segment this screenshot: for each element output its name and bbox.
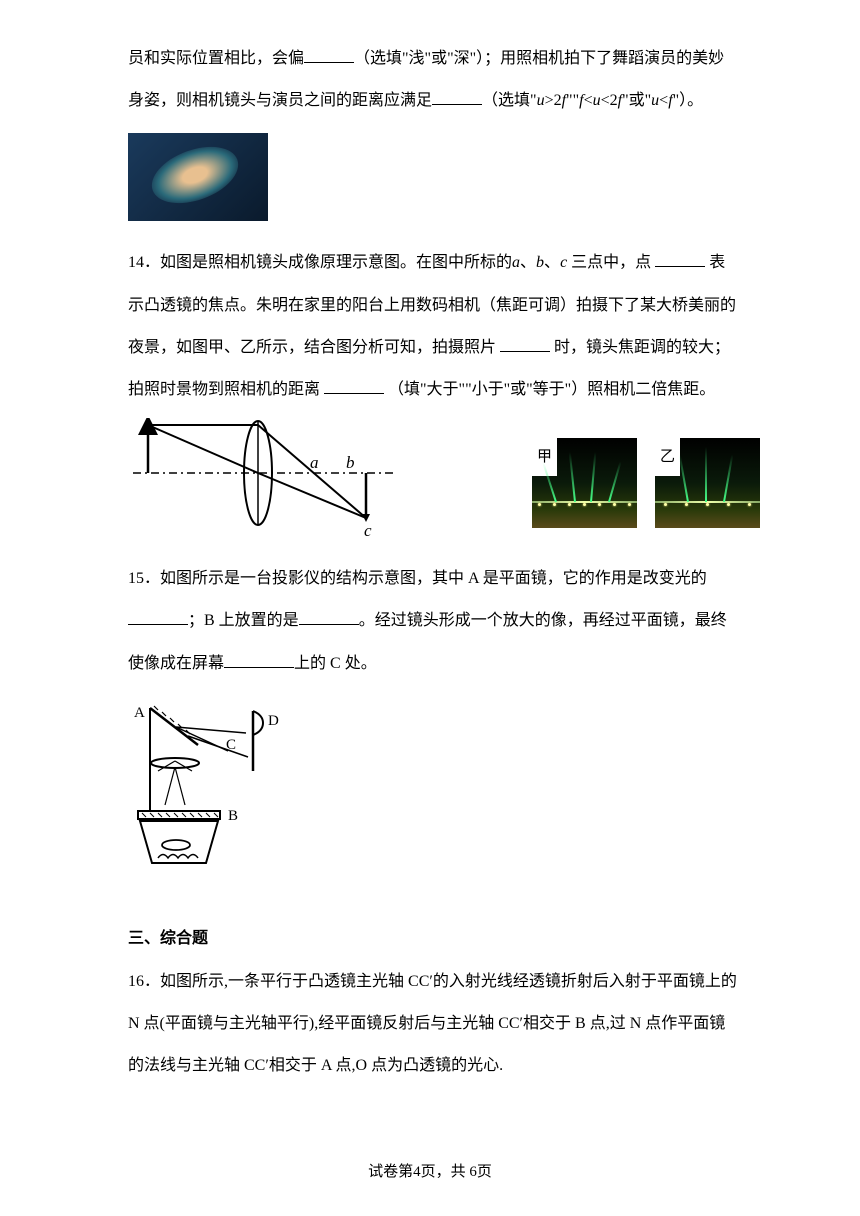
- q13-l1-pre: 员和实际位置相比，会偏: [128, 50, 304, 67]
- night-photos: 甲 乙: [532, 438, 760, 528]
- q14-c2: 、: [544, 254, 560, 271]
- q14-l1-end: 表: [705, 254, 725, 271]
- q15-line3: 使像成在屏幕 上的 C 处。: [128, 645, 760, 683]
- lens-label-b: b: [346, 453, 355, 472]
- night-photo-jia: 甲: [532, 438, 637, 528]
- q16-line1: 16．如图所示,一条平行于凸透镜主光轴 CC′的入射光线经透镜折射后入射于平面镜…: [128, 963, 760, 1001]
- q13-lt3: <: [659, 92, 668, 109]
- q14-line4: 拍照时景物到照相机的距离 （填"大于""小于"或"等于"）照相机二倍焦距。: [128, 371, 760, 409]
- q13-l1-post: （选填"浅"或"深"）；用照相机拍下了舞蹈演员的美妙: [354, 50, 724, 67]
- q14-b: b: [536, 254, 544, 271]
- proj-label-D: D: [268, 713, 279, 729]
- q15-l2-mid: ；B 上放置的是: [188, 612, 299, 629]
- q13-r1: >2: [545, 92, 562, 109]
- q13-l2-pre: 身姿，则相机镜头与演员之间的距离应满足: [128, 92, 432, 109]
- q15-num: 15．: [128, 570, 160, 587]
- q13-lt2: <2: [601, 92, 618, 109]
- blank-q14-1: [655, 248, 705, 267]
- projector-diagram: A B C D: [128, 693, 308, 893]
- q13-u2: u: [593, 92, 601, 109]
- lens-label-c: c: [364, 521, 372, 540]
- q13-u1: u: [537, 92, 545, 109]
- q13-s2: "或": [622, 92, 651, 109]
- q14-l3-post: 时，镜头焦距调的较大；: [550, 339, 730, 356]
- lens-diagram: a b c: [128, 418, 398, 548]
- underwater-dancer-image: [128, 133, 268, 221]
- q16-num: 16．: [128, 973, 160, 990]
- q16-l1: 如图所示,一条平行于凸透镜主光轴 CC′的入射光线经透镜折射后入射于平面镜上的: [160, 973, 737, 990]
- q15-l1: 如图所示是一台投影仪的结构示意图，其中 A 是平面镜，它的作用是改变光的: [160, 570, 707, 587]
- q13-l2-posta: （选填": [482, 92, 537, 109]
- lens-label-a: a: [310, 453, 319, 472]
- blank-q14-3: [324, 375, 384, 394]
- q14-l1-post: 三点中，点: [567, 254, 655, 271]
- q14-line1: 14．如图是照相机镜头成像原理示意图。在图中所标的a、b、c 三点中，点 表: [128, 244, 760, 282]
- q15-line1: 15．如图所示是一台投影仪的结构示意图，其中 A 是平面镜，它的作用是改变光的: [128, 560, 760, 598]
- q13-end: "）。: [673, 92, 704, 109]
- blank-q15-2: [299, 606, 359, 625]
- q14-l1-pre: 如图是照相机镜头成像原理示意图。在图中所标的: [160, 254, 512, 271]
- q13-lt1: <: [584, 92, 593, 109]
- q14-l3-pre: 夜景，如图甲、乙所示，结合图分析可知，拍摄照片: [128, 339, 500, 356]
- blank-q14-2: [500, 333, 550, 352]
- q13-u3: u: [651, 92, 659, 109]
- q15-l3-post: 上的 C 处。: [294, 655, 377, 672]
- night-photo-yi: 乙: [655, 438, 760, 528]
- q14-line2: 示凸透镜的焦点。朱明在家里的阳台上用数码相机（焦距可调）拍摄下了某大桥美丽的: [128, 287, 760, 325]
- blank-q13-2: [432, 86, 482, 105]
- q16-line2: N 点(平面镜与主光轴平行),经平面镜反射后与主光轴 CC′相交于 B 点,过 …: [128, 1005, 760, 1043]
- q14-line3: 夜景，如图甲、乙所示，结合图分析可知，拍摄照片 时，镜头焦距调的较大；: [128, 329, 760, 367]
- q13-line1: 员和实际位置相比，会偏 （选填"浅"或"深"）；用照相机拍下了舞蹈演员的美妙: [128, 40, 760, 78]
- blank-q15-3: [224, 648, 294, 667]
- q14-figures-row: a b c 甲 乙: [128, 418, 760, 548]
- blank-q15-1: [128, 606, 188, 625]
- q14-num: 14．: [128, 254, 160, 271]
- q13-line2: 身姿，则相机镜头与演员之间的距离应满足（选填"u>2f""f<u<2f"或"u<…: [128, 82, 760, 120]
- q14-l4-pre: 拍照时景物到照相机的距离: [128, 381, 324, 398]
- proj-label-A: A: [134, 705, 145, 721]
- q15-l2-post: 。经过镜头形成一个放大的像，再经过平面镜，最终: [359, 612, 727, 629]
- blank-q13-1: [304, 44, 354, 63]
- q14-l4-post: （填"大于""小于"或"等于"）照相机二倍焦距。: [384, 381, 715, 398]
- proj-label-B: B: [228, 808, 238, 824]
- proj-label-C: C: [226, 737, 236, 753]
- section-3-header: 三、综合题: [128, 920, 760, 958]
- q14-a: a: [512, 254, 520, 271]
- page-footer: 试卷第4页，共 6页: [0, 1165, 860, 1180]
- q13-s1: "": [566, 92, 579, 109]
- q15-line2: ；B 上放置的是 。经过镜头形成一个放大的像，再经过平面镜，最终: [128, 602, 760, 640]
- q14-c1: 、: [520, 254, 536, 271]
- q15-l3-pre: 使像成在屏幕: [128, 655, 224, 672]
- q16-line3: 的法线与主光轴 CC′相交于 A 点,O 点为凸透镜的光心.: [128, 1047, 760, 1085]
